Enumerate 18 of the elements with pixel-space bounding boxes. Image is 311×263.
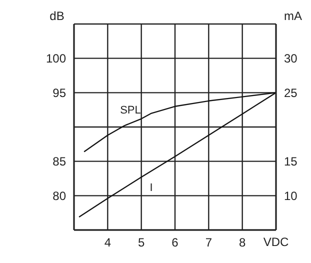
annotation: SPL (120, 104, 141, 117)
y2-axis-title: mA (284, 9, 302, 23)
annotation: I (150, 182, 153, 194)
x-tick-label: 4 (104, 236, 112, 250)
y-tick-label: 100 (46, 52, 66, 66)
y2-tick-label: 30 (284, 52, 298, 66)
y-tick-label: 95 (52, 86, 66, 100)
x-tick-label: 8 (238, 236, 246, 250)
y-tick-label: 85 (52, 154, 66, 169)
y2-tick-label: 10 (284, 188, 298, 203)
x-tick-label: 5 (138, 236, 145, 250)
x-axis-title: VDC (263, 235, 289, 249)
y2-tick-label: 25 (284, 86, 298, 100)
y-axis-title: dB (50, 9, 64, 23)
y2-tick-label: 15 (284, 154, 298, 169)
x-tick-label: 7 (205, 236, 212, 250)
x-tick-label: 6 (172, 236, 179, 250)
y-tick-label: 80 (52, 188, 66, 203)
